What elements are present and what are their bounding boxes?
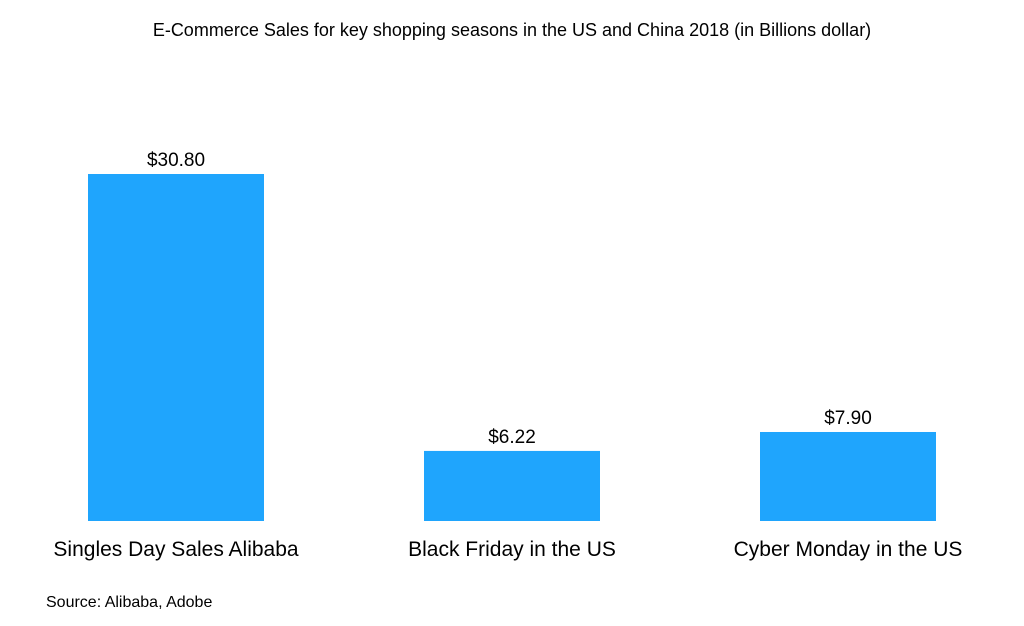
data-label-0: $30.80	[147, 150, 205, 171]
category-label-0: Singles Day Sales Alibaba	[53, 538, 298, 561]
bar-2	[760, 431, 936, 521]
bar-0	[88, 174, 264, 521]
chart-title: E-Commerce Sales for key shopping season…	[152, 20, 872, 40]
data-label-2: $7.90	[824, 408, 872, 429]
bar-1	[424, 450, 600, 521]
source-note: Source: Alibaba, Adobe	[46, 594, 213, 611]
data-label-1: $6.22	[488, 427, 536, 448]
category-label-1: Black Friday in the US	[408, 538, 616, 561]
category-label-2: Cyber Monday in the US	[734, 538, 963, 561]
